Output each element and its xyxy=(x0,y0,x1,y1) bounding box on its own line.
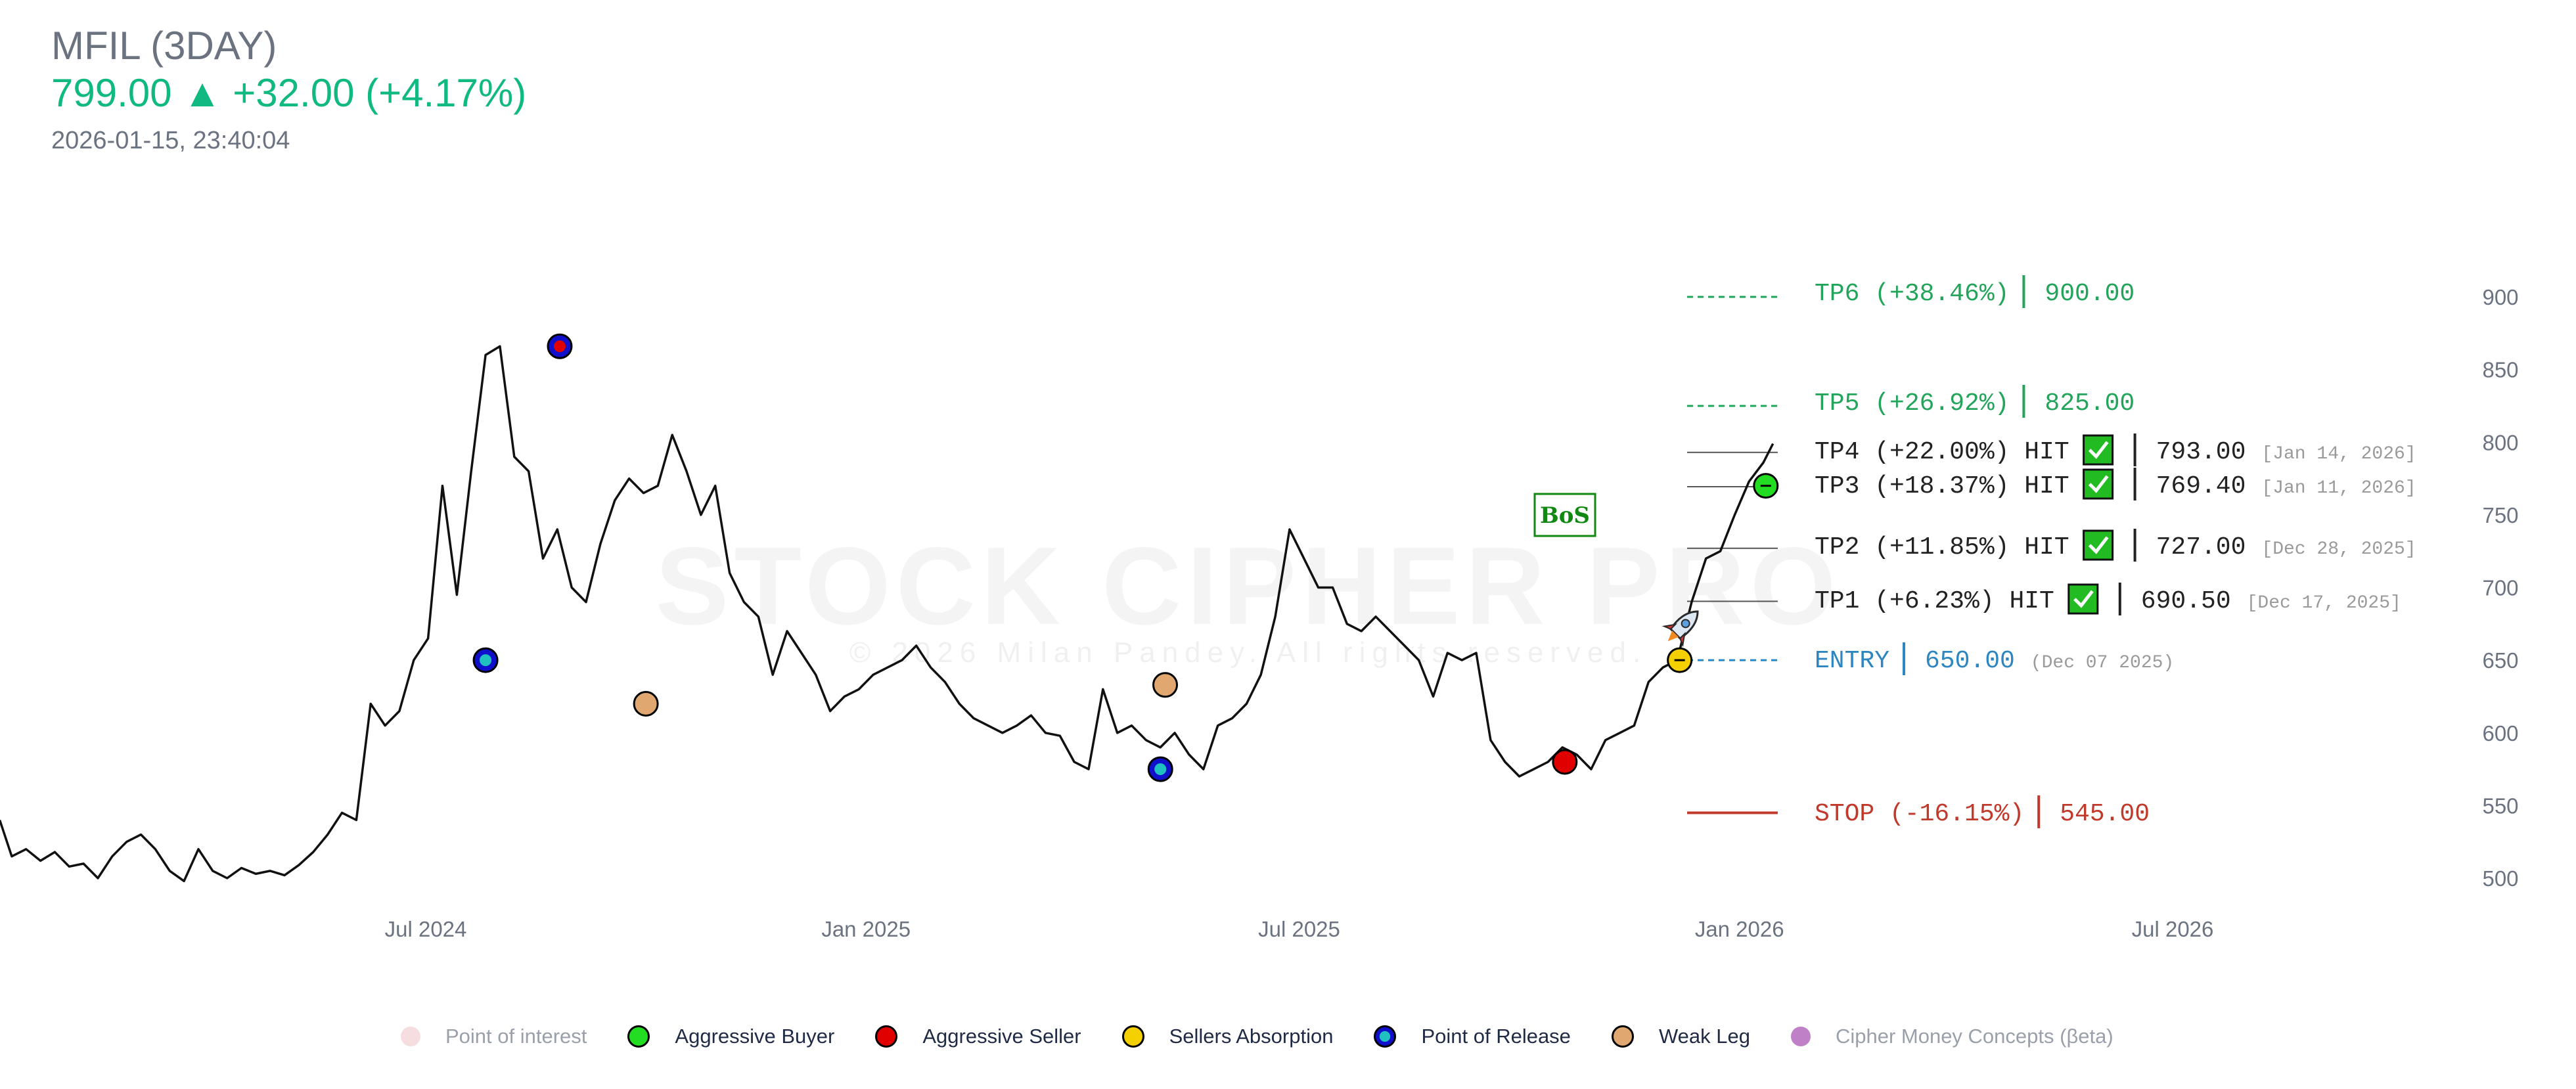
watermark-copyright: © 2026 Milan Pandey. All rights reserved… xyxy=(849,636,1647,669)
signal-markers xyxy=(472,333,1779,782)
level-value: 690.50 xyxy=(2141,587,2231,615)
legend-item-weak-leg[interactable]: Weak Leg xyxy=(1611,1025,1750,1048)
chart-legend: Point of interest Aggressive Buyer Aggress… xyxy=(401,1025,2154,1048)
level-value: 793.00 xyxy=(2156,438,2246,466)
check-icon xyxy=(2068,583,2099,615)
level-label-tp4: TP4 (+22.00%) HIT 793.00 [Jan 14, 2026] xyxy=(1815,433,2416,466)
legend-label: Point of interest xyxy=(445,1025,587,1048)
level-date: [Dec 17, 2025] xyxy=(2247,593,2401,613)
chart-header: MFIL (3DAY) 799.00 ▲ +32.00 (+4.17%) 202… xyxy=(51,22,526,159)
y-tick-label: 750 xyxy=(2482,503,2518,527)
level-value: 727.00 xyxy=(2156,533,2246,562)
level-value: 650.00 xyxy=(1925,647,2015,675)
level-label-tp5: TP5 (+26.92%) 825.00 xyxy=(1815,385,2135,418)
bos-badge-label: BoS xyxy=(1540,502,1590,529)
y-axis: 500 550 600 650 700 750 800 850 900 xyxy=(2482,285,2518,891)
y-tick-label: 900 xyxy=(2482,285,2518,309)
x-tick-label: Jul 2026 xyxy=(2132,917,2214,941)
legend-item-seller[interactable]: Aggressive Seller xyxy=(875,1025,1081,1048)
watermark: STOCK CIPHER PRO © 2026 Milan Pandey. Al… xyxy=(655,524,1841,669)
check-icon xyxy=(2083,468,2114,500)
level-name: TP6 (+38.46%) xyxy=(1815,280,2009,308)
price-change: +32.00 (+4.17%) xyxy=(233,71,527,115)
legend-item-absorption[interactable]: Sellers Absorption xyxy=(1121,1025,1334,1048)
check-icon xyxy=(2083,434,2114,466)
x-tick-label: Jul 2024 xyxy=(385,917,467,941)
level-name: TP1 (+6.23%) HIT xyxy=(1815,587,2054,615)
legend-item-release[interactable]: Point of Release xyxy=(1374,1025,1571,1048)
rocket-icon xyxy=(1661,610,1699,648)
legend-label: Aggressive Seller xyxy=(922,1025,1081,1048)
legend-poi-icon xyxy=(401,1027,420,1046)
legend-item-cmc[interactable]: Cipher Money Concepts (βeta) xyxy=(1790,1025,2113,1048)
last-price: 799.00 xyxy=(51,71,172,115)
check-icon xyxy=(2083,529,2114,561)
level-name: TP2 (+11.85%) HIT xyxy=(1815,533,2069,562)
level-name: TP3 (+18.37%) HIT xyxy=(1815,472,2069,500)
marker-release xyxy=(1147,756,1173,782)
timestamp: 2026-01-15, 23:40:04 xyxy=(51,127,290,154)
level-name: TP4 (+22.00%) HIT xyxy=(1815,438,2069,466)
level-label-tp6: TP6 (+38.46%) 900.00 xyxy=(1815,275,2135,308)
x-tick-label: Jan 2026 xyxy=(1695,917,1784,941)
y-tick-label: 850 xyxy=(2482,358,2518,382)
bos-badge: BoS xyxy=(1533,493,1596,537)
level-label-tp1: TP1 (+6.23%) HIT 690.50 [Dec 17, 2025] xyxy=(1815,583,2401,615)
x-tick-label: Jul 2025 xyxy=(1258,917,1340,941)
legend-weak-leg-icon xyxy=(1611,1025,1634,1048)
marker-absorption xyxy=(1667,647,1693,673)
level-label-tp2: TP2 (+11.85%) HIT 727.00 [Dec 28, 2025] xyxy=(1815,529,2416,562)
price-line xyxy=(0,345,1774,883)
price-row: 799.00 ▲ +32.00 (+4.17%) xyxy=(51,70,526,117)
marker-release-seller xyxy=(547,333,573,359)
y-tick-label: 700 xyxy=(2482,576,2518,600)
level-date: (Dec 07 2025) xyxy=(2031,653,2174,673)
y-tick-label: 650 xyxy=(2482,648,2518,673)
legend-label: Weak Leg xyxy=(1658,1025,1750,1048)
x-axis: Jul 2024 Jan 2025 Jul 2025 Jan 2026 Jul 2026 xyxy=(385,917,2214,941)
symbol-title: MFIL (3DAY) xyxy=(51,24,277,68)
marker-seller xyxy=(1552,749,1578,775)
level-name: ENTRY xyxy=(1815,647,1889,675)
level-value: 545.00 xyxy=(2060,800,2150,828)
y-tick-label: 550 xyxy=(2482,793,2518,818)
legend-label: Sellers Absorption xyxy=(1169,1025,1334,1048)
legend-item-buyer[interactable]: Aggressive Buyer xyxy=(627,1025,834,1048)
level-value: 900.00 xyxy=(2045,280,2135,308)
legend-cmc-icon xyxy=(1790,1027,1811,1046)
level-name: STOP (-16.15%) xyxy=(1815,800,2024,828)
level-label-stop: STOP (-16.15%) 545.00 xyxy=(1815,795,2150,828)
legend-release-icon xyxy=(1374,1025,1397,1048)
level-date: [Jan 11, 2026] xyxy=(2261,478,2416,499)
level-name: TP5 (+26.92%) xyxy=(1815,389,2009,418)
level-label-entry: ENTRY 650.00 (Dec 07 2025) xyxy=(1815,642,2174,675)
x-tick-label: Jan 2025 xyxy=(821,917,911,941)
legend-label: Cipher Money Concepts (βeta) xyxy=(1835,1025,2113,1048)
level-date: [Dec 28, 2025] xyxy=(2261,539,2416,560)
price-series xyxy=(0,345,1774,883)
marker-release xyxy=(472,647,499,673)
marker-weak-leg xyxy=(1152,672,1179,698)
legend-label: Point of Release xyxy=(1421,1025,1571,1048)
up-arrow-icon: ▲ xyxy=(183,71,222,115)
legend-seller-icon xyxy=(875,1025,898,1048)
legend-item-poi[interactable]: Point of interest xyxy=(401,1025,587,1048)
level-value: 769.40 xyxy=(2156,472,2246,500)
y-tick-label: 800 xyxy=(2482,430,2518,455)
legend-label: Aggressive Buyer xyxy=(675,1025,835,1048)
watermark-title: STOCK CIPHER PRO xyxy=(655,524,1841,648)
legend-absorption-icon xyxy=(1121,1025,1144,1048)
level-label-tp3: TP3 (+18.37%) HIT 769.40 [Jan 11, 2026] xyxy=(1815,468,2416,500)
level-value: 825.00 xyxy=(2045,389,2135,418)
marker-buyer xyxy=(1753,473,1779,499)
legend-buyer-icon xyxy=(627,1025,650,1048)
marker-weak-leg xyxy=(633,691,659,717)
level-date: [Jan 14, 2026] xyxy=(2261,444,2416,464)
y-tick-label: 600 xyxy=(2482,721,2518,745)
y-tick-label: 500 xyxy=(2482,866,2518,891)
